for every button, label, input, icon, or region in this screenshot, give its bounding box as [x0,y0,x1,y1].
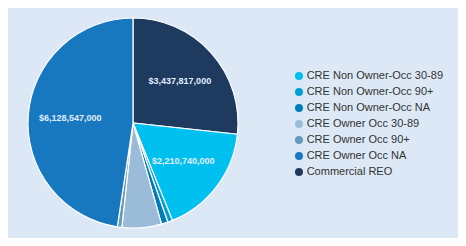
html-text:CRE Owner Occ NA: CRE Owner Occ NA [306,149,407,161]
svg-text:$6,128,547,000: $6,128,547,000 [39,113,102,123]
svg-text:$2,210,740,000: $2,210,740,000 [152,156,215,166]
html-text:CRE Owner Occ 30-89: CRE Owner Occ 30-89 [306,117,420,129]
html-text:CRE Owner Occ 90+: CRE Owner Occ 90+ [306,133,410,145]
html-text:CRE Non Owner-Occ 30-89: CRE Non Owner-Occ 30-89 [306,69,443,81]
svg-text:$3,437,817,000: $3,437,817,000 [149,76,212,86]
html-text:CRE Non Owner-Occ NA: CRE Non Owner-Occ NA [306,101,431,113]
html-text:Commercial REO: Commercial REO [306,165,393,177]
html-text:CRE Non Owner-Occ 90+: CRE Non Owner-Occ 90+ [306,85,434,97]
